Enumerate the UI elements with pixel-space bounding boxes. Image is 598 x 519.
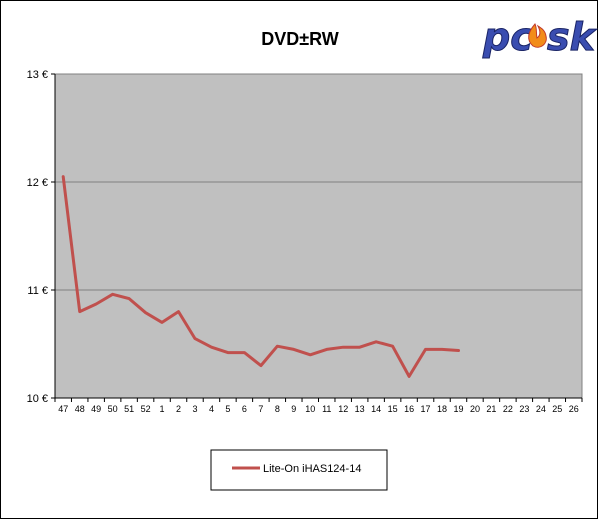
- x-tick-label: 49: [91, 404, 101, 414]
- x-tick-label: 26: [569, 404, 579, 414]
- x-tick-label: 1: [160, 404, 165, 414]
- y-tick-label: 13 €: [27, 69, 48, 81]
- x-tick-label: 5: [225, 404, 230, 414]
- x-tick-label: 16: [404, 404, 414, 414]
- x-tick-label: 50: [108, 404, 118, 414]
- x-tick-label: 4: [209, 404, 214, 414]
- y-tick-label: 11 €: [27, 285, 48, 297]
- series-layer: [61, 175, 460, 378]
- x-tick-label: 52: [141, 404, 151, 414]
- x-tick-label: 6: [242, 404, 247, 414]
- y-axis: 10 € 11 € 12 € 13 €: [27, 69, 56, 405]
- chart-title: DVD±RW: [261, 29, 339, 49]
- x-tick-label: 19: [453, 404, 463, 414]
- plot-area: [54, 73, 583, 399]
- x-tick-label: 24: [536, 404, 546, 414]
- x-tick-label: 47: [58, 404, 68, 414]
- y-tick-label: 12 €: [27, 177, 48, 189]
- x-tick-label: 18: [437, 404, 447, 414]
- svg-text:pc: pc: [482, 15, 533, 59]
- x-tick-label: 11: [322, 404, 331, 414]
- x-tick-label: 14: [371, 404, 381, 414]
- x-tick-label: 23: [519, 404, 529, 414]
- x-tick-label: 12: [338, 404, 348, 414]
- x-tick-label: 2: [176, 404, 181, 414]
- x-tick-label: 9: [291, 404, 296, 414]
- x-tick-label: 7: [258, 404, 263, 414]
- series-line: [61, 175, 460, 378]
- legend-label: Lite-On iHAS124-14: [263, 463, 361, 475]
- legend: Lite-On iHAS124-14: [210, 449, 388, 491]
- x-tick-label: 3: [192, 404, 197, 414]
- x-tick-label: 20: [470, 404, 480, 414]
- x-tick-label: 10: [305, 404, 315, 414]
- x-axis: 47 48 49 50 51 52 1 2 3 4 5 6 7 8 9 10 11 12 13 14 15 16 17 18 1…: [54, 397, 583, 414]
- x-tick-label: 48: [75, 404, 85, 414]
- x-tick-label: 15: [388, 404, 398, 414]
- legend-box: [210, 449, 388, 491]
- svg-text:sk: sk: [547, 15, 598, 59]
- x-tick-label: 51: [124, 404, 134, 414]
- pcsk-logo: pc sk: [482, 15, 598, 60]
- y-tick-label: 10 €: [27, 393, 48, 405]
- gridlines: [55, 181, 582, 291]
- x-tick-label: 25: [552, 404, 562, 414]
- x-tick-label: 8: [275, 404, 280, 414]
- x-tick-label: 17: [421, 404, 431, 414]
- x-tick-label: 21: [486, 404, 496, 414]
- x-tick-label: 22: [503, 404, 513, 414]
- x-tick-label: 13: [355, 404, 365, 414]
